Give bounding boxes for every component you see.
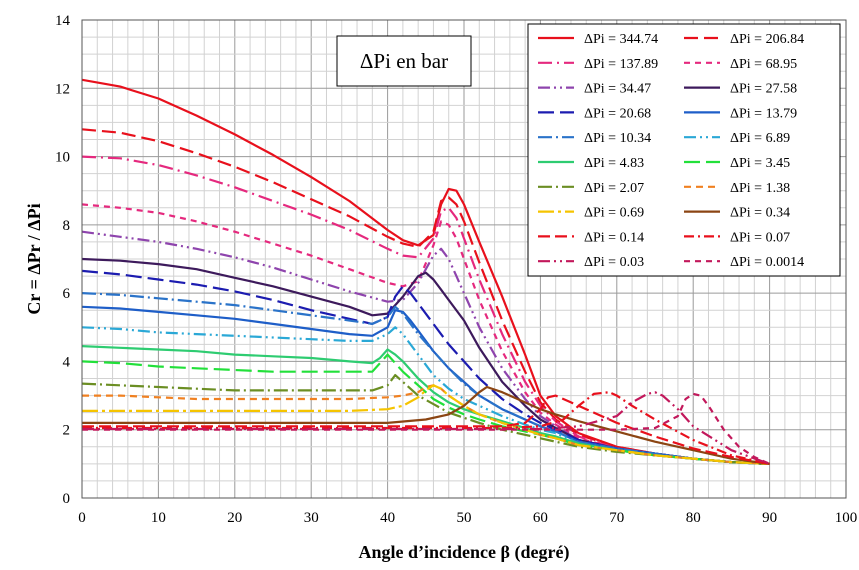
annotation-box: ΔPi en bar — [336, 35, 472, 87]
y-tick-label: 6 — [63, 286, 71, 302]
annotation-text: ΔPi en bar — [360, 49, 448, 73]
series-line-16 — [82, 385, 770, 465]
series-line-4 — [82, 203, 770, 465]
x-tick-label: 20 — [227, 510, 242, 526]
legend-label: ΔPi = 13.79 — [730, 106, 797, 121]
legend-label: ΔPi = 0.07 — [730, 230, 790, 245]
x-tick-label: 0 — [78, 510, 86, 526]
legend-label: ΔPi = 206.84 — [730, 32, 804, 47]
grid — [81, 19, 847, 499]
legend-label: ΔPi = 68.95 — [730, 57, 797, 72]
legend-label: ΔPi = 2.07 — [584, 181, 644, 196]
y-tick-label: 4 — [63, 354, 71, 370]
series-line-15 — [82, 384, 770, 465]
series-layer — [82, 78, 771, 465]
legend: ΔPi = 344.74 ΔPi = 206.84 ΔPi = 137.89 ΔPi … — [527, 23, 841, 277]
series-line-3 — [82, 155, 770, 465]
x-tick-label: 90 — [762, 510, 777, 526]
x-tick-label: 60 — [533, 510, 548, 526]
x-tick-labels: 0 10 20 30 40 50 60 70 80 90 100 — [78, 510, 857, 526]
series-line-12 — [82, 353, 770, 465]
y-axis-title: Cr = ΔPr / ΔPi — [24, 203, 44, 314]
x-tick-label: 30 — [304, 510, 319, 526]
series-line-13 — [82, 374, 770, 465]
plot-frame — [81, 19, 847, 499]
legend-label: ΔPi = 1.38 — [730, 181, 790, 196]
legend-box — [527, 23, 841, 277]
legend-label: ΔPi = 0.03 — [584, 255, 644, 270]
legend-label: ΔPi = 20.68 — [584, 106, 651, 121]
legend-label: ΔPi = 10.34 — [584, 131, 651, 146]
x-tick-label: 80 — [686, 510, 701, 526]
legend-label: ΔPi = 34.47 — [584, 82, 651, 97]
y-tick-label: 14 — [55, 13, 71, 29]
legend-label: ΔPi = 0.14 — [584, 230, 644, 245]
x-axis-title: Angle d’incidence β (degré) — [359, 542, 570, 563]
x-tick-label: 70 — [609, 510, 624, 526]
series-line-17 — [82, 394, 770, 465]
y-tick-label: 8 — [63, 218, 71, 234]
series-line-8 — [82, 305, 770, 465]
y-tick-label: 0 — [63, 491, 71, 507]
x-tick-label: 50 — [457, 510, 472, 526]
series-line-2 — [82, 128, 770, 465]
x-tick-label: 100 — [835, 510, 858, 526]
legend-label: ΔPi = 0.69 — [584, 206, 644, 221]
x-tick-label: 40 — [380, 510, 395, 526]
y-tick-label: 12 — [55, 81, 70, 97]
legend-label: ΔPi = 27.58 — [730, 82, 797, 97]
x-tick-label: 10 — [151, 510, 166, 526]
legend-label: ΔPi = 0.0014 — [730, 255, 804, 270]
legend-label: ΔPi = 137.89 — [584, 57, 658, 72]
y-tick-label: 10 — [55, 150, 70, 166]
legend-label: ΔPi = 344.74 — [584, 32, 658, 47]
series-line-9 — [82, 292, 770, 465]
legend-label: ΔPi = 6.89 — [730, 131, 790, 146]
y-tick-label: 2 — [63, 423, 71, 439]
y-tick-labels: 0 2 4 6 8 10 12 14 — [55, 13, 71, 507]
legend-label: ΔPi = 4.83 — [584, 156, 644, 171]
legend-label: ΔPi = 3.45 — [730, 156, 790, 171]
legend-label: ΔPi = 0.34 — [730, 206, 790, 221]
